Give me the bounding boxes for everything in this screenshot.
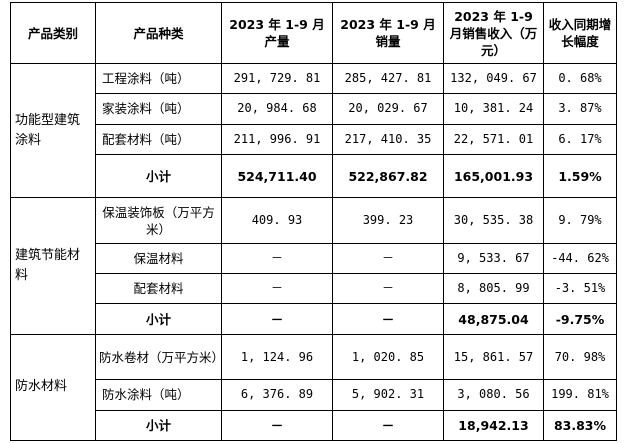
growth-cell: 9. 79% [543, 197, 617, 244]
header-product: 产品种类 [95, 2, 222, 64]
growth-cell: 199. 81% [543, 379, 617, 411]
revenue-cell: 30, 535. 38 [443, 197, 544, 244]
header-category: 产品类别 [10, 2, 96, 64]
subtotal-label: 小计 [95, 409, 222, 442]
output-cell: 291, 729. 81 [221, 62, 333, 95]
output-cell: － [221, 273, 333, 305]
output-cell: － [221, 242, 333, 275]
subtotal-output: 524,711.40 [221, 153, 333, 199]
subtotal-revenue: 165,001.93 [443, 153, 544, 199]
growth-cell: -44. 62% [543, 242, 617, 275]
category-cell: 建筑节能材料 [10, 197, 96, 335]
table-row: 家装涂料（吨） 20, 984. 68 20, 029. 67 10, 381.… [11, 93, 617, 125]
table-row: 建筑节能材料 保温装饰板（万平方米） 409. 93 399. 23 30, 5… [10, 197, 617, 335]
subtotal-label: 小计 [95, 303, 222, 335]
subtotal-output: － [221, 409, 333, 442]
subtotal-sales: － [332, 303, 444, 335]
product-cell: 配套材料 [95, 273, 222, 305]
subtotal-revenue: 48,875.04 [443, 303, 544, 335]
table-row: 配套材料（吨） 211, 996. 91 217, 410. 35 22, 57… [11, 123, 617, 155]
product-cell: 防水卷材（万平方米） [95, 333, 222, 381]
revenue-cell: 132, 049. 67 [443, 62, 544, 95]
product-cell: 家装涂料（吨） [95, 93, 222, 125]
output-cell: 20, 984. 68 [221, 93, 333, 125]
header-output: 2023 年 1-9 月产量 [221, 2, 333, 64]
growth-cell: -3. 51% [543, 273, 617, 305]
output-cell: 6, 376. 89 [221, 379, 333, 411]
output-cell: 211, 996. 91 [221, 123, 333, 155]
growth-cell: 0. 68% [543, 62, 617, 95]
subtotal-label: 小计 [95, 153, 222, 199]
header-growth: 收入同期增长幅度 [543, 2, 617, 64]
product-cell: 防水涂料（吨） [95, 379, 222, 411]
sales-cell: － [332, 242, 444, 275]
sales-cell: 217, 410. 35 [332, 123, 444, 155]
output-cell: 409. 93 [221, 197, 333, 244]
header-sales: 2023 年 1-9 月销量 [332, 2, 444, 64]
revenue-cell: 9, 533. 67 [443, 242, 544, 275]
product-cell: 保温材料 [95, 242, 222, 275]
table-row: 保温材料 － － 9, 533. 67 -44. 62% [11, 242, 617, 275]
subtotal-row: 小计 － － 18,942.13 83.83% [11, 409, 617, 442]
sales-cell: 285, 427. 81 [332, 62, 444, 95]
output-cell: 1, 124. 96 [221, 333, 333, 381]
sales-cell: 399. 23 [332, 197, 444, 244]
growth-cell: 3. 87% [543, 93, 617, 125]
subtotal-growth: 83.83% [543, 409, 617, 442]
category-cell: 功能型建筑涂料 [10, 62, 96, 199]
revenue-cell: 8, 805. 99 [443, 273, 544, 305]
product-cell: 配套材料（吨） [95, 123, 222, 155]
subtotal-growth: -9.75% [543, 303, 617, 335]
table-row: 防水涂料（吨） 6, 376. 89 5, 902. 31 3, 080. 56… [11, 379, 617, 411]
table-row: 防水材料 防水卷材（万平方米） 1, 124. 96 1, 020. 85 15… [10, 333, 617, 442]
sales-cell: 1, 020. 85 [332, 333, 444, 381]
sales-cell: － [332, 273, 444, 305]
growth-cell: 70. 98% [543, 333, 617, 381]
revenue-cell: 15, 861. 57 [443, 333, 544, 381]
subtotal-output: － [221, 303, 333, 335]
product-cell: 保温装饰板（万平方米） [95, 197, 222, 244]
subtotal-sales: 522,867.82 [332, 153, 444, 199]
sales-cell: 5, 902. 31 [332, 379, 444, 411]
product-cell: 工程涂料（吨） [95, 62, 222, 95]
subtotal-row: 小计 524,711.40 522,867.82 165,001.93 1.59… [11, 153, 617, 199]
header-revenue: 2023 年 1-9 月销售收入（万元） [443, 2, 544, 64]
subtotal-growth: 1.59% [543, 153, 617, 199]
subtotal-row: 小计 － － 48,875.04 -9.75% [11, 303, 617, 335]
table-row: 配套材料 － － 8, 805. 99 -3. 51% [11, 273, 617, 305]
table-row: 功能型建筑涂料 工程涂料（吨） 291, 729. 81 285, 427. 8… [10, 62, 617, 199]
sales-cell: 20, 029. 67 [332, 93, 444, 125]
revenue-cell: 22, 571. 01 [443, 123, 544, 155]
growth-cell: 6. 17% [543, 123, 617, 155]
subtotal-sales: － [332, 409, 444, 442]
subtotal-revenue: 18,942.13 [443, 409, 544, 442]
category-cell: 防水材料 [10, 333, 96, 442]
revenue-cell: 10, 381. 24 [443, 93, 544, 125]
revenue-cell: 3, 080. 56 [443, 379, 544, 411]
product-sales-table: 产品类别 产品种类 2023 年 1-9 月产量 2023 年 1-9 月销量 … [10, 2, 617, 442]
